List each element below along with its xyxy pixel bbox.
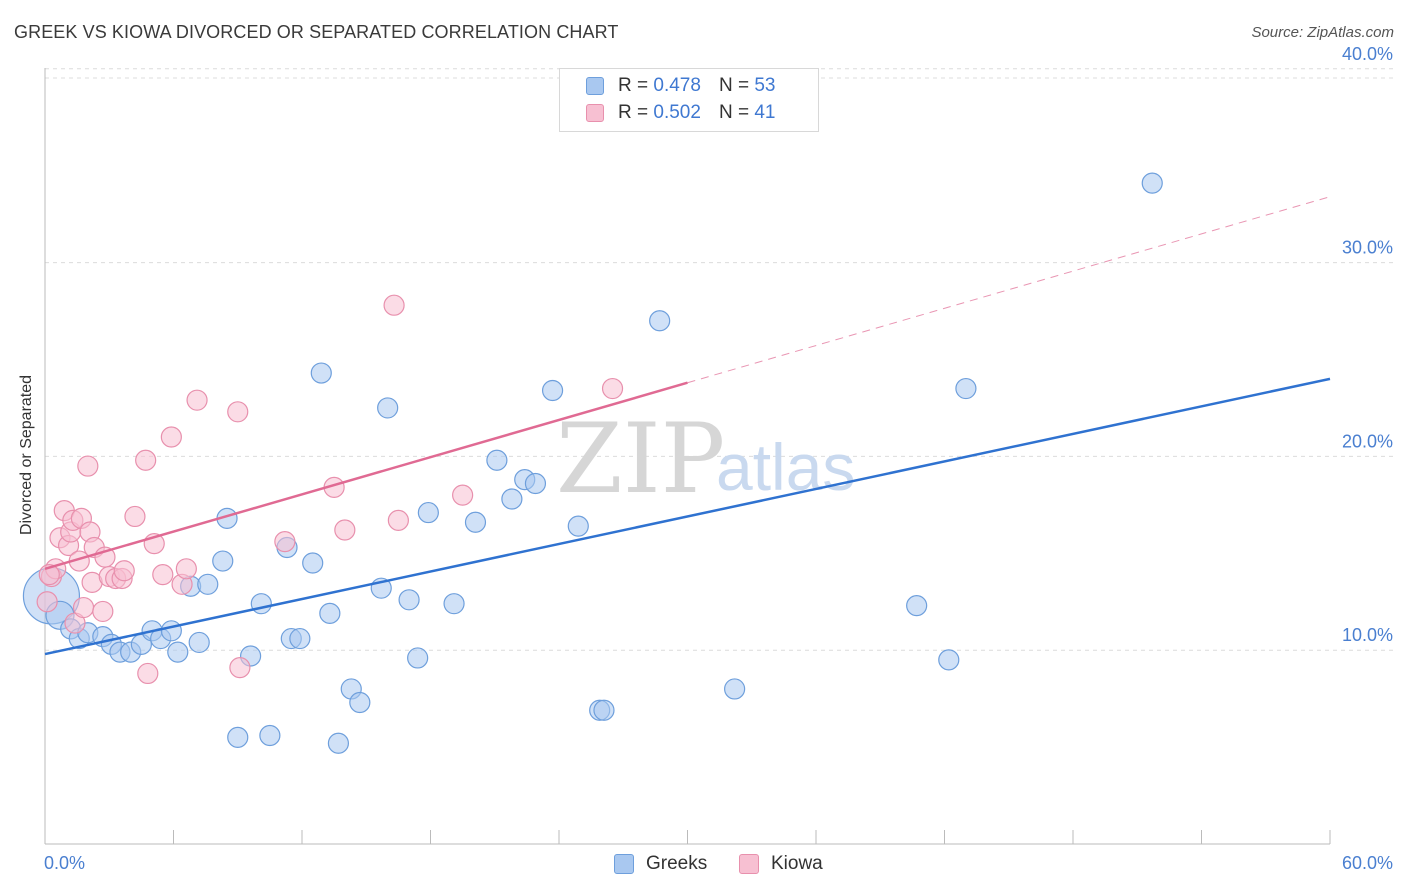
x-tick-labels: 0.0% 60.0% — [44, 853, 1393, 873]
greeks-point — [649, 310, 671, 332]
greeks-point — [955, 377, 977, 400]
kiowa-point — [601, 377, 624, 400]
legend-swatch-greeks — [614, 854, 634, 874]
kiowa-point — [92, 600, 114, 623]
greeks-point — [464, 511, 487, 533]
greeks-point — [377, 397, 399, 419]
legend-label-greeks: Greeks — [646, 853, 708, 874]
kiowa-point — [135, 449, 157, 471]
greeks-point — [349, 691, 371, 714]
legend-n-label: N = — [718, 102, 750, 123]
greeks-point — [407, 647, 429, 669]
greeks-point — [188, 631, 210, 654]
greeks-point — [524, 472, 547, 495]
legend-n-value: 41 — [754, 102, 776, 123]
series-legend: Greeks Kiowa — [0, 853, 1406, 877]
greeks-trend-line — [44, 377, 1331, 656]
x-tick-label: 60.0% — [1342, 853, 1393, 873]
kiowa-trend-extension — [687, 196, 1331, 384]
greeks-point — [197, 573, 219, 595]
greeks-point — [593, 699, 615, 721]
legend-item-kiowa[interactable]: Kiowa — [739, 853, 823, 875]
y-tick-label: 20.0% — [1342, 431, 1393, 451]
greeks-point — [302, 552, 324, 574]
kiowa-point — [274, 531, 296, 553]
greeks-point — [250, 593, 272, 615]
greeks-point — [443, 593, 465, 615]
chart-title: GREEK VS KIOWA DIVORCED OR SEPARATED COR… — [14, 22, 619, 42]
legend-r-label: R = — [618, 75, 649, 96]
greeks-point — [567, 515, 589, 537]
kiowa-point — [137, 662, 159, 685]
legend-n-value: 53 — [754, 75, 776, 96]
greeks-point — [167, 641, 189, 663]
watermark-zip: ZIP — [556, 403, 725, 515]
greeks-point — [319, 602, 341, 624]
kiowa-point — [124, 505, 146, 528]
greeks-point — [906, 595, 928, 617]
kiowa-point — [113, 560, 135, 582]
kiowa-point — [72, 596, 95, 619]
kiowa-trend-line — [44, 381, 688, 570]
legend-row-kiowa: R = 0.502 N = 41 — [586, 100, 775, 126]
kiowa-point — [452, 484, 474, 506]
watermark-atlas: atlas — [716, 430, 855, 504]
greeks-point — [1141, 172, 1163, 194]
kiowa-point — [334, 519, 356, 541]
greeks-point — [541, 379, 564, 402]
legend-label-kiowa: Kiowa — [771, 853, 823, 874]
greeks-point — [227, 726, 249, 749]
kiowa-point — [36, 591, 58, 613]
kiowa-point — [387, 509, 409, 531]
legend-r-value: 0.502 — [653, 102, 701, 123]
greeks-point — [310, 362, 332, 384]
greeks-point — [486, 449, 508, 471]
stats-legend: R = 0.478 N = 53 R = 0.502 N = 41 — [559, 68, 819, 132]
greeks-point — [259, 724, 281, 747]
y-tick-labels: 10.0% 20.0% 30.0% 40.0% — [1342, 44, 1393, 645]
gridlines — [45, 68, 1395, 651]
y-tick-label: 40.0% — [1342, 44, 1393, 64]
greeks-point — [398, 589, 420, 611]
greeks-point — [938, 649, 960, 671]
greeks-point — [160, 620, 182, 642]
kiowa-point — [175, 558, 197, 580]
greeks-point — [212, 550, 234, 572]
y-tick-label: 30.0% — [1342, 238, 1393, 258]
kiowa-point — [229, 657, 251, 679]
legend-swatch-greeks — [586, 77, 604, 95]
greeks-point — [417, 501, 439, 524]
kiowa-point — [38, 564, 60, 586]
legend-r-value: 0.478 — [653, 75, 701, 96]
legend-item-greeks[interactable]: Greeks — [614, 853, 707, 875]
greeks-point — [724, 678, 746, 700]
greeks-point — [327, 732, 350, 754]
legend-n-label: N = — [718, 75, 750, 96]
kiowa-point — [383, 294, 405, 316]
source-note: Source: ZipAtlas.com — [1251, 24, 1394, 41]
legend-swatch-kiowa — [586, 104, 604, 122]
data-points — [22, 172, 1163, 754]
kiowa-point — [152, 564, 174, 586]
x-tick-label: 0.0% — [44, 853, 85, 873]
axes — [44, 68, 1331, 845]
trend-lines — [44, 196, 1331, 656]
y-tick-label: 10.0% — [1342, 625, 1393, 645]
legend-row-greeks: R = 0.478 N = 53 — [586, 73, 775, 99]
kiowa-point — [186, 389, 208, 411]
legend-r-label: R = — [618, 102, 649, 123]
kiowa-point — [227, 401, 249, 423]
kiowa-point — [77, 455, 99, 477]
greeks-point — [289, 627, 311, 650]
greeks-point — [501, 488, 523, 510]
kiowa-point — [160, 426, 182, 448]
legend-swatch-kiowa — [739, 854, 759, 874]
